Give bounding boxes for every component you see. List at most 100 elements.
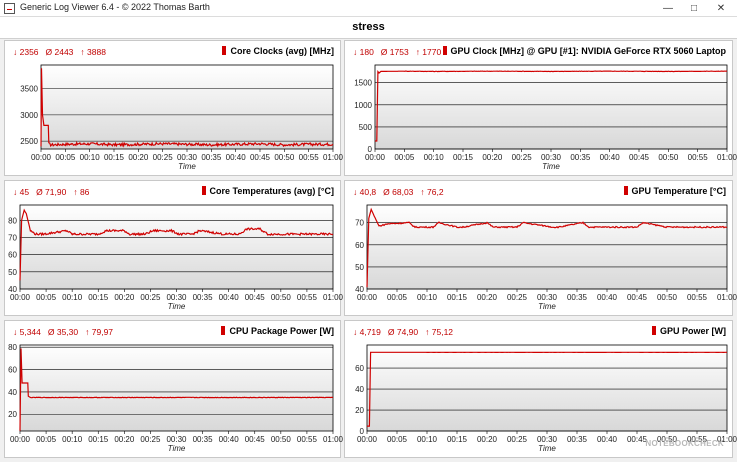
plot-area — [374, 64, 728, 150]
x-tick-label: 00:20 — [477, 435, 498, 444]
x-tick-label: 00:40 — [219, 435, 240, 444]
x-tick-label: 00:00 — [10, 293, 31, 302]
x-tick-label: 00:45 — [250, 153, 271, 162]
x-tick-label: 00:10 — [417, 293, 438, 302]
y-tick-label: 40 — [8, 388, 17, 397]
chart-panel-gpu-temperature: 40 50 60 70 00:00 00:05 00:10 00:15 00:20 00:25 00… — [344, 180, 737, 316]
chart-svg: 2500 3000 3500 00:00 00:05 00:10 00:15 00:20 00:… — [20, 64, 344, 162]
chart-panel-core-temperatures: 40 50 60 70 80 00:00 00:05 00:10 00:15 00:20 00:25… — [4, 180, 344, 316]
legend-swatch — [201, 186, 206, 195]
x-tick-label: 00:40 — [219, 293, 240, 302]
y-tick-label: 80 — [8, 343, 17, 352]
x-tick-label: 00:15 — [447, 435, 468, 444]
x-tick-label: 01:00 — [323, 293, 344, 302]
x-tick-label: 00:55 — [687, 435, 708, 444]
x-tick-label: 00:25 — [507, 293, 528, 302]
x-tick-label: 00:45 — [245, 435, 266, 444]
x-tick-label: 00:00 — [365, 153, 386, 162]
x-tick-label: 00:40 — [597, 435, 618, 444]
chart-title-text: Core Clocks (avg) [MHz] — [230, 46, 334, 56]
y-tick-label: 20 — [8, 410, 17, 419]
x-tick-label: 00:10 — [424, 153, 445, 162]
stat-max: ↑ 86 — [73, 187, 90, 197]
x-tick-label: 00:40 — [597, 293, 618, 302]
y-tick-label: 0 — [360, 427, 365, 436]
maximize-icon[interactable]: □ — [690, 3, 698, 14]
stat-max: ↑ 76,2 — [420, 187, 444, 197]
x-tick-label: 00:35 — [567, 293, 588, 302]
chart-svg: 0 500 1000 1500 00:00 00:05 00:10 00:15 00:20 00:… — [354, 64, 737, 162]
x-tick-label: 00:30 — [166, 293, 187, 302]
x-tick-label: 00:10 — [62, 293, 83, 302]
y-tick-label: 60 — [8, 251, 17, 260]
stat-min: ↓ 2356 — [13, 47, 39, 57]
x-tick-label: 00:35 — [570, 153, 591, 162]
x-axis-label: Time — [178, 162, 196, 171]
chart-svg: 20 40 60 80 00:00 00:05 00:10 00:15 00:20 00:25 00… — [8, 343, 343, 444]
x-tick-label: 00:50 — [657, 293, 678, 302]
x-tick-label: 00:50 — [658, 153, 679, 162]
stat-avg: Ø 68,03 — [383, 187, 414, 197]
y-tick-label: 70 — [8, 234, 17, 243]
chart-svg: 40 50 60 70 00:00 00:05 00:10 00:15 00:20 00:25 00… — [355, 204, 737, 302]
chart-svg: 0 20 40 60 00:00 00:05 00:10 00:15 00:20 00:25 00:… — [355, 344, 737, 444]
stat-avg: Ø 2443 — [45, 47, 74, 57]
stat-avg: Ø 1753 — [380, 47, 409, 57]
x-tick-label: 01:00 — [323, 153, 344, 162]
stat-max: ↑ 75,12 — [425, 327, 454, 337]
x-axis-label: Time — [538, 444, 556, 453]
x-tick-label: 00:30 — [541, 153, 562, 162]
plot-area — [40, 64, 334, 150]
window-title: Generic Log Viewer 6.4 - © 2022 Thomas B… — [20, 2, 210, 12]
stat-max: ↑ 3888 — [80, 47, 106, 57]
legend-swatch — [222, 46, 227, 55]
chart-stats: ↓ 4,719 Ø 74,90 ↑ 75,12 — [353, 327, 460, 337]
x-tick-label: 00:25 — [507, 435, 528, 444]
watermark: NOTEBOOKCHECK — [645, 439, 724, 448]
x-tick-label: 00:25 — [153, 153, 174, 162]
chart-panel-gpu-power: 0 20 40 60 00:00 00:05 00:10 00:15 00:20 00:25 00:… — [344, 320, 737, 458]
x-tick-label: 00:40 — [600, 153, 621, 162]
x-axis-label: Time — [167, 302, 186, 311]
legend-swatch — [623, 186, 628, 195]
chart-title: GPU Clock [MHz] @ GPU [#1]: NVIDIA GeFor… — [442, 46, 726, 56]
x-tick-label: 01:00 — [717, 435, 737, 444]
x-tick-label: 00:15 — [447, 293, 468, 302]
y-tick-label: 500 — [359, 123, 373, 132]
stat-avg: Ø 71,90 — [36, 187, 67, 197]
chart-title-text: Core Temperatures (avg) [°C] — [209, 186, 334, 196]
x-tick-label: 00:45 — [629, 153, 650, 162]
x-tick-label: 00:25 — [140, 435, 161, 444]
x-tick-label: 00:55 — [297, 293, 318, 302]
x-tick-label: 01:00 — [717, 293, 737, 302]
x-tick-label: 00:55 — [688, 153, 709, 162]
y-tick-label: 3500 — [20, 85, 38, 94]
series-line — [375, 70, 728, 142]
minimize-icon[interactable]: — — [663, 3, 673, 14]
y-tick-label: 50 — [8, 268, 17, 277]
page-header: stress — [0, 17, 737, 39]
y-tick-label: 1000 — [354, 101, 372, 110]
x-axis-label: Time — [167, 444, 186, 453]
x-tick-label: 01:00 — [717, 153, 737, 162]
x-tick-label: 00:05 — [36, 435, 57, 444]
x-tick-label: 00:20 — [128, 153, 149, 162]
y-tick-label: 60 — [355, 364, 364, 373]
y-tick-label: 40 — [355, 285, 364, 294]
chart-panel-gpu-clock: 0 500 1000 1500 00:00 00:05 00:10 00:15 00:20 00:… — [344, 40, 737, 176]
legend-swatch — [221, 326, 226, 335]
stat-min: ↓ 5,344 — [13, 327, 41, 337]
x-tick-label: 00:45 — [627, 293, 648, 302]
x-tick-label: 00:30 — [166, 435, 187, 444]
plot-area — [366, 344, 728, 432]
x-tick-label: 00:50 — [271, 293, 292, 302]
x-tick-label: 00:35 — [193, 435, 214, 444]
x-tick-label: 00:45 — [245, 293, 266, 302]
x-tick-label: 00:10 — [80, 153, 101, 162]
legend-swatch — [442, 46, 447, 55]
y-tick-label: 50 — [355, 263, 364, 272]
x-tick-label: 00:00 — [357, 435, 378, 444]
chart-title-text: CPU Package Power [W] — [229, 326, 334, 336]
close-icon[interactable]: ✕ — [716, 3, 726, 14]
x-tick-label: 00:05 — [36, 293, 57, 302]
